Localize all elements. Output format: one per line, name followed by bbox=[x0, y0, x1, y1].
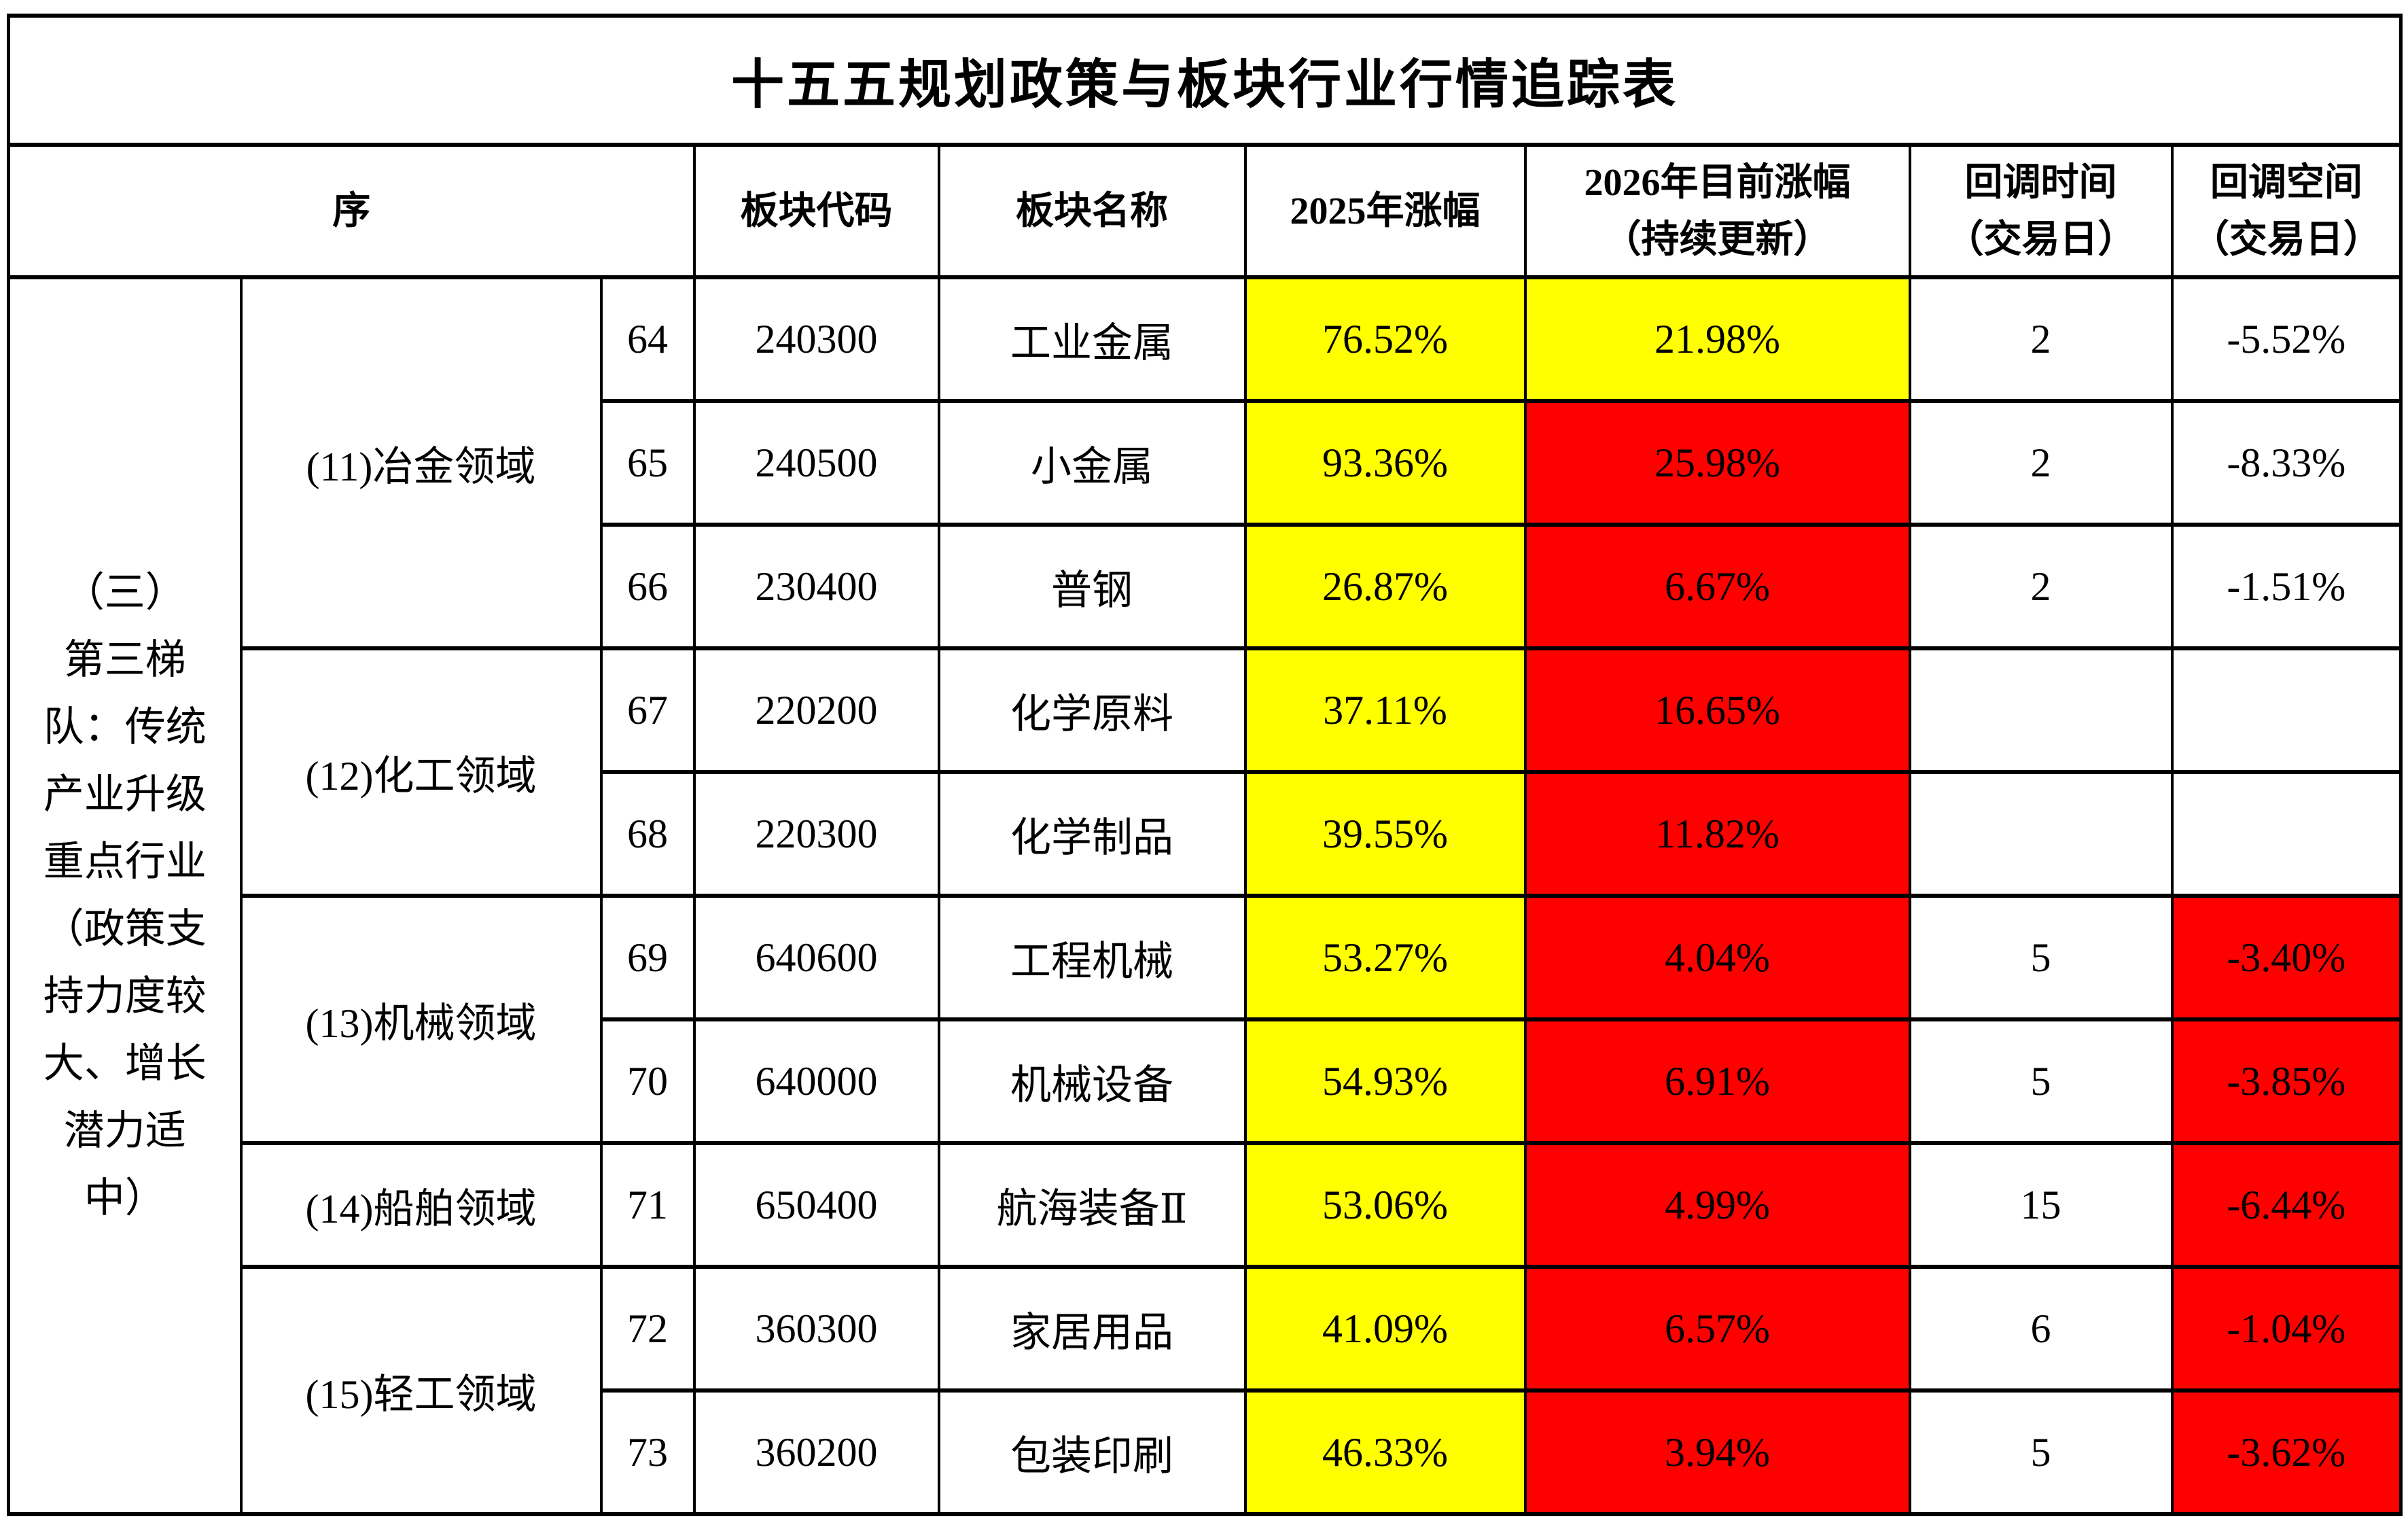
row69-gain2025-cell: 53.27% bbox=[1243, 894, 1527, 1021]
row70-code-cell: 640000 bbox=[692, 1017, 940, 1145]
group-cell-light-industry: (15)轻工领域 bbox=[239, 1265, 603, 1516]
page-title: 十五五规划政策与板块行业行情追踪表 bbox=[7, 14, 2403, 147]
row65-days-cell: 2 bbox=[1908, 399, 2174, 527]
row73-name-cell: 包装印刷 bbox=[937, 1388, 1247, 1516]
row67-name-cell: 化学原料 bbox=[937, 646, 1247, 774]
row66-days-cell: 2 bbox=[1908, 523, 2174, 650]
row64-range-cell: -5.52% bbox=[2170, 275, 2403, 403]
row68-gain2025-cell: 39.55% bbox=[1243, 770, 1527, 898]
row70-seq-cell: 70 bbox=[599, 1017, 696, 1145]
row64-seq-cell: 64 bbox=[599, 275, 696, 403]
row72-seq-cell: 72 bbox=[599, 1265, 696, 1393]
row73-gain2025-cell: 46.33% bbox=[1243, 1388, 1527, 1516]
row70-days-cell: 5 bbox=[1908, 1017, 2174, 1145]
row72-name-cell: 家居用品 bbox=[937, 1265, 1247, 1393]
row69-seq-cell: 69 bbox=[599, 894, 696, 1021]
row70-gain2025-cell: 54.93% bbox=[1243, 1017, 1527, 1145]
table-row: 68 220300 化学制品 39.55% 11.82% bbox=[9, 770, 2403, 898]
col-header-name: 板块名称 bbox=[937, 143, 1247, 279]
row64-gain2025-cell: 76.52% bbox=[1243, 275, 1527, 403]
row65-seq-cell: 65 bbox=[599, 399, 696, 527]
row66-name-cell: 普钢 bbox=[937, 523, 1247, 650]
row73-seq-cell: 73 bbox=[599, 1388, 696, 1516]
row67-seq-cell: 67 bbox=[599, 646, 696, 774]
row67-range-cell bbox=[2170, 646, 2403, 774]
row66-gain2025-cell: 26.87% bbox=[1243, 523, 1527, 650]
group-cell-metallurgy: (11)冶金领域 bbox=[239, 275, 603, 650]
row64-code-cell: 240300 bbox=[692, 275, 940, 403]
col-header-pullback-range: 回调空间 （交易日） bbox=[2170, 143, 2403, 279]
row65-gain2026-cell: 25.98% bbox=[1523, 399, 1911, 527]
group-cell-chemical: (12)化工领域 bbox=[239, 646, 603, 898]
row65-range-cell: -8.33% bbox=[2170, 399, 2403, 527]
row68-code-cell: 220300 bbox=[692, 770, 940, 898]
row69-days-cell: 5 bbox=[1908, 894, 2174, 1021]
table-row: （三） 第三梯 队：传统 产业升级 重点行业 （政策支 持力度较 大、增长 潜力… bbox=[7, 275, 2403, 1516]
row66-range-cell: -1.51% bbox=[2170, 523, 2403, 650]
row71-name-cell: 航海装备Ⅱ bbox=[937, 1141, 1247, 1269]
row73-gain2026-cell: 3.94% bbox=[1523, 1388, 1911, 1516]
row67-code-cell: 220200 bbox=[692, 646, 940, 774]
table-row: 73 360200 包装印刷 46.33% 3.94% 5 -3.62% bbox=[9, 1388, 2403, 1516]
row66-seq-cell: 66 bbox=[599, 523, 696, 650]
row66-gain2026-cell: 6.67% bbox=[1523, 523, 1911, 650]
row72-gain2025-cell: 41.09% bbox=[1243, 1265, 1527, 1393]
row71-range-cell: -6.44% bbox=[2170, 1141, 2403, 1269]
row67-gain2025-cell: 37.11% bbox=[1243, 646, 1527, 774]
col-header-pullback-days: 回调时间 （交易日） bbox=[1908, 143, 2174, 279]
table-row: (14)船舶领域 71 650400 航海装备Ⅱ 53.06% 4.99% 15… bbox=[9, 1141, 2403, 1269]
row70-gain2026-cell: 6.91% bbox=[1523, 1017, 1911, 1145]
group-cell-machinery: (13)机械领域 bbox=[239, 894, 603, 1145]
row71-code-cell: 650400 bbox=[692, 1141, 940, 1269]
row67-gain2026-cell: 16.65% bbox=[1523, 646, 1911, 774]
table-row: 70 640000 机械设备 54.93% 6.91% 5 -3.85% bbox=[9, 1017, 2403, 1145]
row64-name-cell: 工业金属 bbox=[937, 275, 1247, 403]
row69-code-cell: 640600 bbox=[692, 894, 940, 1021]
row72-gain2026-cell: 6.57% bbox=[1523, 1265, 1911, 1393]
table-row: 65 240500 小金属 93.36% 25.98% 2 -8.33% bbox=[9, 399, 2403, 527]
row69-gain2026-cell: 4.04% bbox=[1523, 894, 1911, 1021]
col-header-code: 板块代码 bbox=[692, 143, 940, 279]
row65-name-cell: 小金属 bbox=[937, 399, 1247, 527]
row72-days-cell: 6 bbox=[1908, 1265, 2174, 1393]
table-row: (13)机械领域 69 640600 工程机械 53.27% 4.04% 5 -… bbox=[9, 894, 2403, 1145]
col-header-seq: 序 bbox=[7, 143, 696, 279]
row64-days-cell: 2 bbox=[1908, 275, 2174, 403]
row71-seq-cell: 71 bbox=[599, 1141, 696, 1269]
row68-days-cell bbox=[1908, 770, 2174, 898]
row68-range-cell bbox=[2170, 770, 2403, 898]
row68-gain2026-cell: 11.82% bbox=[1523, 770, 1911, 898]
row72-code-cell: 360300 bbox=[692, 1265, 940, 1393]
row72-range-cell: -1.04% bbox=[2170, 1265, 2403, 1393]
row73-days-cell: 5 bbox=[1908, 1388, 2174, 1516]
col-header-gain2025: 2025年涨幅 bbox=[1243, 143, 1527, 279]
row69-range-cell: -3.40% bbox=[2170, 894, 2403, 1021]
table-row: 66 230400 普钢 26.87% 6.67% 2 -1.51% bbox=[9, 523, 2403, 650]
header-row: 序 板块代码 板块名称 2025年涨幅 2026年目前涨幅 （持续更新） 回调时… bbox=[7, 143, 2403, 279]
row68-seq-cell: 68 bbox=[599, 770, 696, 898]
col-header-gain2026: 2026年目前涨幅 （持续更新） bbox=[1523, 143, 1911, 279]
row71-gain2025-cell: 53.06% bbox=[1243, 1141, 1527, 1269]
table-row: (12)化工领域 67 220200 化学原料 37.11% 16.65% bbox=[9, 646, 2403, 898]
row66-code-cell: 230400 bbox=[692, 523, 940, 650]
row71-days-cell: 15 bbox=[1908, 1141, 2174, 1269]
tier-label-cell: （三） 第三梯 队：传统 产业升级 重点行业 （政策支 持力度较 大、增长 潜力… bbox=[7, 275, 243, 1516]
title-row: 十五五规划政策与板块行业行情追踪表 bbox=[7, 14, 2403, 147]
table-row: (15)轻工领域 72 360300 家居用品 41.09% 6.57% 6 -… bbox=[9, 1265, 2403, 1516]
row73-range-cell: -3.62% bbox=[2170, 1388, 2403, 1516]
row64-gain2026-cell: 21.98% bbox=[1523, 275, 1911, 403]
tracking-table: 十五五规划政策与板块行业行情追踪表 序 板块代码 板块名称 2025年涨幅 20… bbox=[7, 14, 2403, 1516]
row65-code-cell: 240500 bbox=[692, 399, 940, 527]
row71-gain2026-cell: 4.99% bbox=[1523, 1141, 1911, 1269]
row68-name-cell: 化学制品 bbox=[937, 770, 1247, 898]
row73-code-cell: 360200 bbox=[692, 1388, 940, 1516]
row67-days-cell bbox=[1908, 646, 2174, 774]
row69-name-cell: 工程机械 bbox=[937, 894, 1247, 1021]
row70-name-cell: 机械设备 bbox=[937, 1017, 1247, 1145]
row65-gain2025-cell: 93.36% bbox=[1243, 399, 1527, 527]
row70-range-cell: -3.85% bbox=[2170, 1017, 2403, 1145]
group-cell-shipbuilding: (14)船舶领域 bbox=[239, 1141, 603, 1269]
